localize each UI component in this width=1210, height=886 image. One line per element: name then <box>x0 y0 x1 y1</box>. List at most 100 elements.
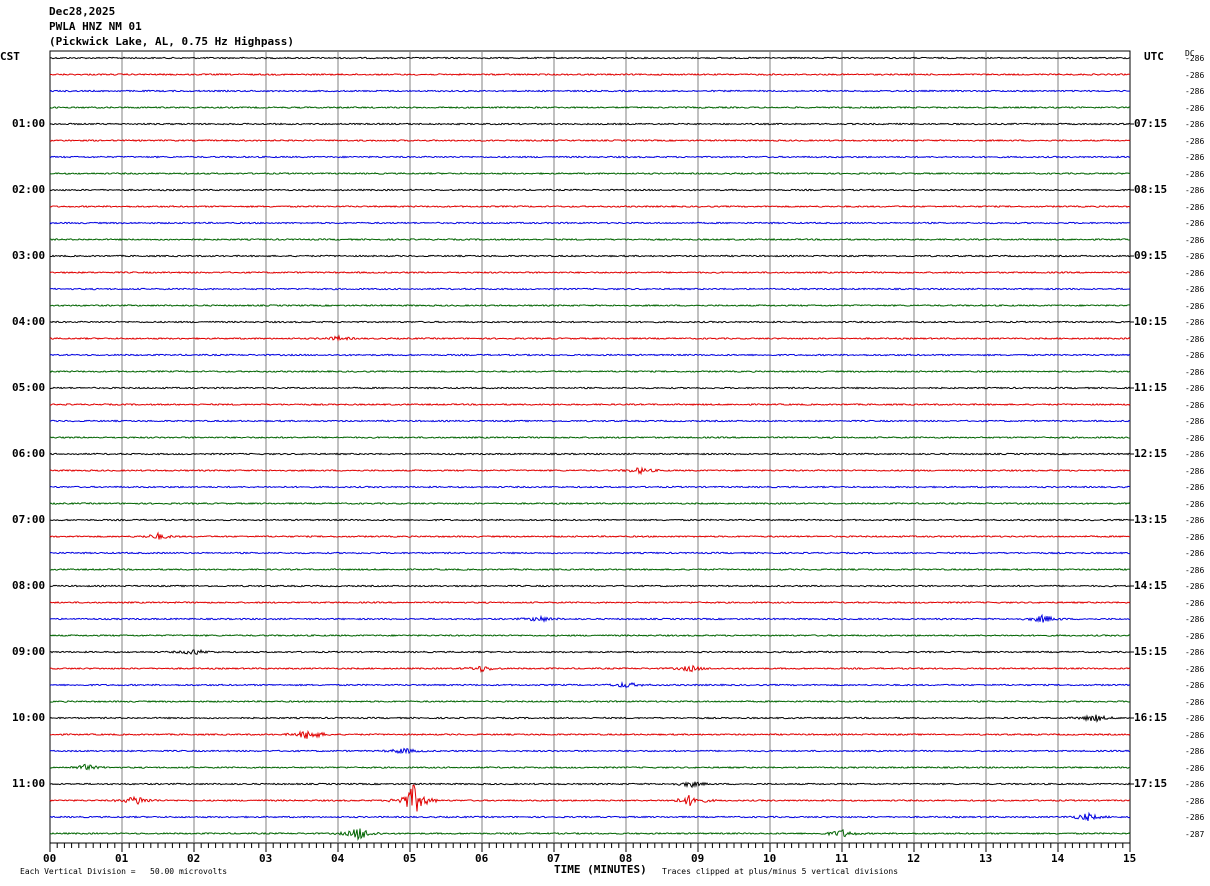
trace-row-19 <box>49 370 1131 374</box>
trace-row-24 <box>49 452 1131 456</box>
trace-row-40 <box>49 714 1131 723</box>
right-hour-label: 08:15 <box>1134 183 1168 196</box>
x-tick-label: 10 <box>763 852 777 865</box>
trace-row-32 <box>49 584 1131 588</box>
dc-offset-label: -286 <box>1185 202 1205 212</box>
trace-row-6 <box>49 155 1131 159</box>
trace-row-39 <box>49 700 1131 703</box>
trace-row-23 <box>49 436 1131 439</box>
trace-row-26 <box>49 485 1131 489</box>
left-hour-label: 05:00 <box>12 381 46 394</box>
dc-offset-label: -286 <box>1185 219 1205 228</box>
dc-offset-label: -286 <box>1185 384 1205 393</box>
left-hour-label: 03:00 <box>12 249 46 262</box>
trace-row-4 <box>49 122 1131 126</box>
trace-row-35 <box>49 634 1131 637</box>
dc-offset-label: -286 <box>1185 598 1205 608</box>
trace-row-18 <box>49 353 1131 357</box>
x-tick-label: 05 <box>403 852 417 865</box>
dc-offset-label: -286 <box>1185 499 1205 509</box>
x-tick-label: 11 <box>835 852 849 865</box>
x-tick-label: 03 <box>259 852 273 865</box>
dc-offset-label: -286 <box>1185 153 1205 162</box>
x-tick-label: 02 <box>187 852 201 865</box>
x-tick-label: 06 <box>475 852 489 865</box>
dc-offset-label: -286 <box>1185 697 1205 707</box>
dc-offset-label: -286 <box>1185 169 1205 179</box>
trace-row-42 <box>49 747 1131 755</box>
dc-offset-label: -286 <box>1185 417 1205 426</box>
trace-row-25 <box>49 466 1131 476</box>
trace-row-3 <box>49 106 1131 109</box>
trace-row-31 <box>49 568 1131 572</box>
left-timezone-label: CST <box>0 50 20 63</box>
x-tick-label: 01 <box>115 852 129 865</box>
left-hour-label: 04:00 <box>12 315 46 328</box>
dc-offset-label: -286 <box>1185 796 1205 806</box>
trace-row-41 <box>49 729 1131 739</box>
trace-row-16 <box>49 320 1131 324</box>
trace-row-7 <box>49 171 1131 175</box>
dc-offset-label: -286 <box>1185 268 1205 278</box>
header-station: PWLA HNZ NM 01 <box>49 20 142 33</box>
dc-offset-label: -286 <box>1185 367 1205 377</box>
left-hour-label: 09:00 <box>12 645 46 658</box>
dc-offset-label: -286 <box>1185 466 1205 476</box>
dc-offset-label: -286 <box>1185 813 1205 822</box>
trace-row-46 <box>49 811 1131 822</box>
x-tick-label: 08 <box>619 852 633 865</box>
trace-row-36 <box>49 648 1131 655</box>
dc-offset-label: -286 <box>1185 747 1205 756</box>
dc-offset-label: -286 <box>1185 186 1205 195</box>
trace-row-13 <box>49 271 1131 274</box>
trace-row-22 <box>49 419 1131 423</box>
trace-row-43 <box>49 763 1131 771</box>
left-hour-label: 02:00 <box>12 183 46 196</box>
x-tick-label: 13 <box>979 852 993 865</box>
right-hour-label: 17:15 <box>1134 777 1168 790</box>
dc-offset-label: -286 <box>1185 285 1205 294</box>
trace-row-45 <box>49 784 1131 812</box>
dc-offset-label: -286 <box>1185 615 1205 624</box>
x-tick-label: 00 <box>43 852 57 865</box>
x-tick-label: 12 <box>907 852 921 865</box>
right-hour-label: 07:15 <box>1134 117 1168 130</box>
dc-offset-label: -286 <box>1185 103 1205 113</box>
dc-offset-label: -286 <box>1185 681 1205 690</box>
plot-frame <box>49 50 1131 844</box>
x-axis-label: TIME (MINUTES) <box>554 863 647 876</box>
x-tick-label: 15 <box>1123 852 1137 865</box>
trace-row-37 <box>49 664 1131 673</box>
dc-offset-label: -287 <box>1185 829 1205 839</box>
right-hour-label: 16:15 <box>1134 711 1168 724</box>
trace-row-28 <box>49 518 1131 522</box>
trace-row-34 <box>49 613 1131 623</box>
trace-row-8 <box>49 188 1131 192</box>
x-tick-label: 07 <box>547 852 561 865</box>
left-hour-label: 07:00 <box>12 513 46 526</box>
trace-row-20 <box>49 386 1131 390</box>
dc-offset-label: -286 <box>1185 730 1205 740</box>
trace-row-33 <box>49 601 1131 604</box>
footer-clip-note: Traces clipped at plus/minus 5 vertical … <box>662 867 899 876</box>
trace-row-10 <box>49 221 1131 225</box>
dc-label: DC <box>1185 49 1195 58</box>
right-hour-label: 10:15 <box>1134 315 1168 328</box>
left-hour-label: 08:00 <box>12 579 46 592</box>
trace-row-12 <box>49 254 1131 258</box>
trace-row-29 <box>49 531 1131 540</box>
dc-offset-label: -286 <box>1185 582 1205 591</box>
dc-offset-label: -286 <box>1185 87 1205 96</box>
dc-offset-label: -286 <box>1185 136 1205 146</box>
trace-row-38 <box>49 680 1131 689</box>
right-hour-label: 14:15 <box>1134 579 1168 592</box>
dc-offset-label: -286 <box>1185 631 1205 641</box>
left-hour-label: 10:00 <box>12 711 46 724</box>
dc-offset-label: -286 <box>1185 400 1205 410</box>
dc-offset-label: -286 <box>1185 532 1205 542</box>
x-tick-label: 09 <box>691 852 705 865</box>
dc-offset-label: -286 <box>1185 351 1205 360</box>
trace-row-30 <box>49 551 1131 555</box>
trace-row-44 <box>49 781 1131 789</box>
